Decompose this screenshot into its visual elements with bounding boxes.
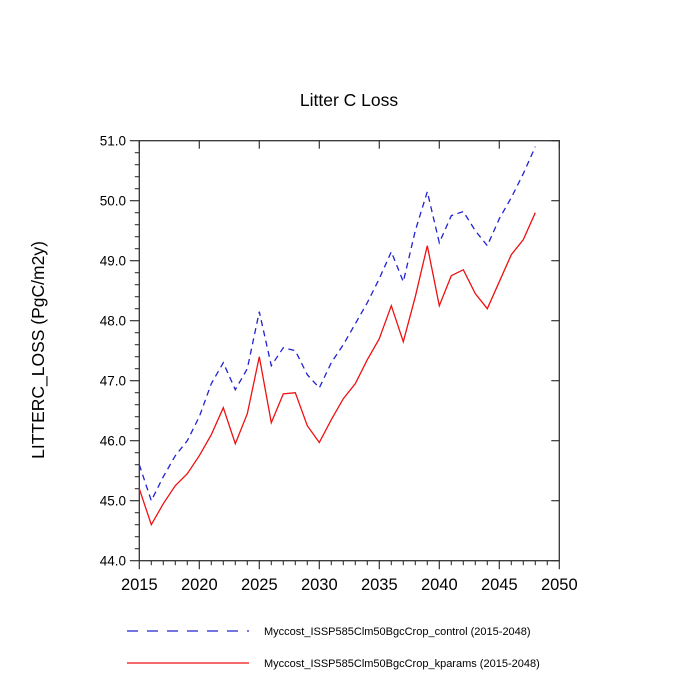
x-tick-label: 2020	[181, 576, 218, 594]
y-tick-label: 46.0	[100, 433, 126, 448]
x-tick-label: 2040	[421, 576, 458, 594]
y-tick-label: 47.0	[100, 373, 126, 388]
x-tick-label: 2025	[241, 576, 278, 594]
y-tick-label: 48.0	[100, 313, 126, 328]
y-tick-label: 44.0	[100, 553, 126, 568]
legend-line-samples	[127, 630, 249, 664]
plot-frame	[138, 140, 560, 562]
series-line-control	[138, 146, 536, 503]
x-tick-label: 2015	[121, 576, 158, 594]
legend-label-control: Myccost_ISSP585Clm50BgcCrop_control (201…	[264, 626, 531, 638]
plot-area: 2015 2020 2025 2030 2035 2040 2045 2050 44.0 45.0…	[100, 133, 578, 594]
y-tick-label: 45.0	[100, 493, 126, 508]
x-tick-label: 2050	[541, 576, 578, 594]
x-tick-label: 2035	[361, 576, 398, 594]
series-line-kparams	[138, 212, 536, 527]
legend: Myccost_ISSP585Clm50BgcCrop_control (201…	[127, 626, 540, 670]
chart-title: Litter C Loss	[300, 90, 398, 110]
y-tick-label: 50.0	[100, 193, 126, 208]
x-tick-label: 2030	[301, 576, 338, 594]
x-tick-label: 2045	[481, 576, 518, 594]
y-axis-title: LITTERC_LOSS (PgC/m2y)	[28, 241, 49, 459]
y-tick-label: 49.0	[100, 253, 126, 268]
legend-label-kparams: Myccost_ISSP585Clm50BgcCrop_kparams (201…	[264, 658, 540, 670]
y-tick-label: 51.0	[100, 133, 126, 148]
